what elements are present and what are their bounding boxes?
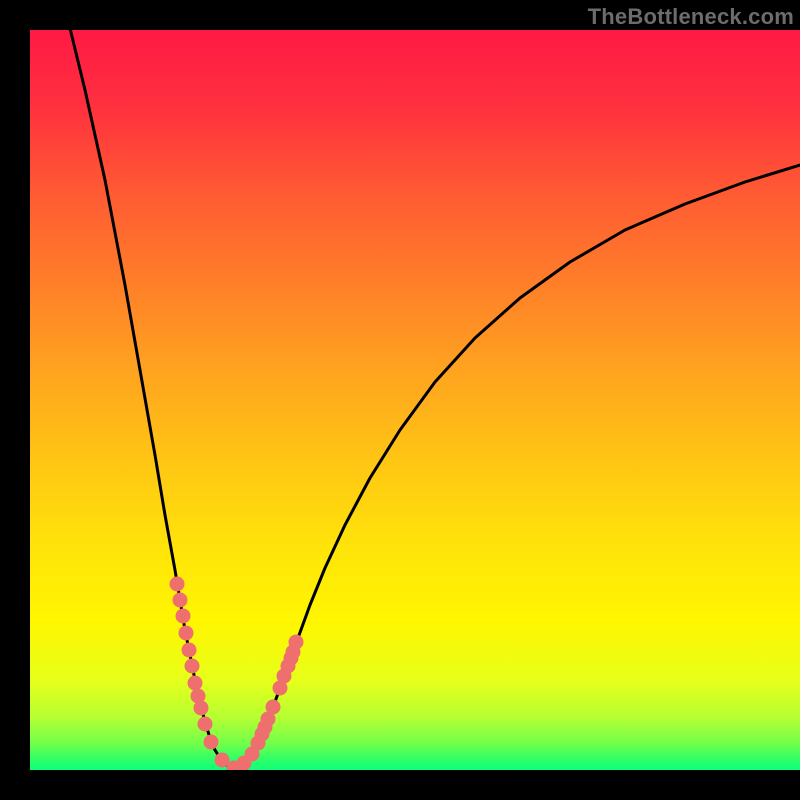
marker-point	[215, 753, 229, 767]
marker-point	[173, 593, 187, 607]
curve-markers	[170, 577, 303, 770]
curve-layer	[30, 30, 800, 770]
marker-point	[198, 717, 212, 731]
chart-root: { "watermark": { "text": "TheBottleneck.…	[0, 0, 800, 800]
marker-point	[176, 609, 190, 623]
curve-right-branch	[235, 165, 800, 768]
marker-point	[266, 700, 280, 714]
marker-point	[185, 659, 199, 673]
watermark-text: TheBottleneck.com	[588, 4, 794, 30]
marker-point	[182, 643, 196, 657]
marker-point	[289, 635, 303, 649]
marker-point	[188, 676, 202, 690]
curve-left-branch	[68, 30, 235, 768]
marker-point	[179, 626, 193, 640]
marker-point	[204, 735, 218, 749]
frame-bottom	[0, 770, 800, 800]
marker-point	[194, 701, 208, 715]
plot-area	[30, 30, 800, 770]
frame-left	[0, 0, 30, 800]
marker-point	[170, 577, 184, 591]
